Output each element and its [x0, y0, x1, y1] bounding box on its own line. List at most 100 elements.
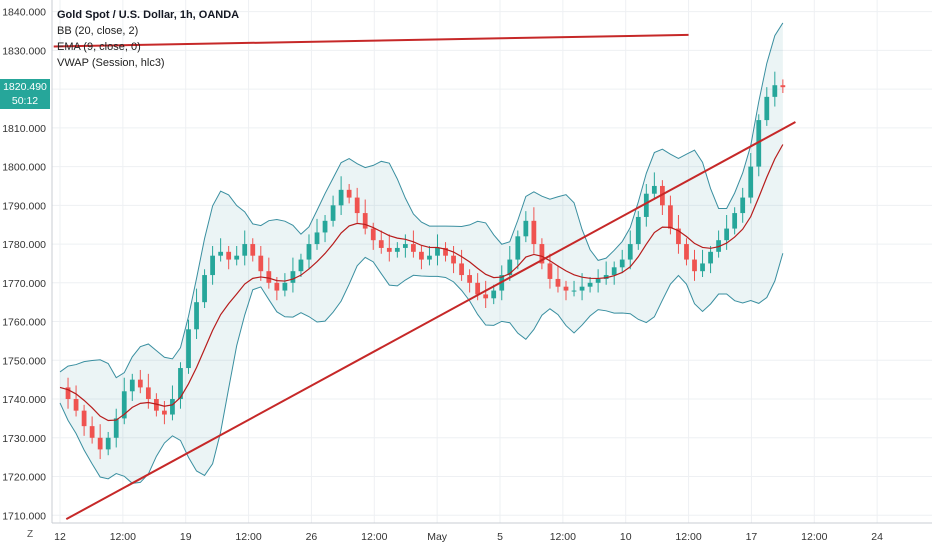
- y-tick-label: 1730.000: [2, 433, 46, 445]
- y-tick-label: 1770.000: [2, 278, 46, 290]
- candle-body: [635, 216, 641, 245]
- candle-body: [587, 282, 593, 287]
- candle-body: [611, 267, 617, 276]
- chart-legend: Gold Spot / U.S. Dollar, 1h, OANDA BB (2…: [57, 7, 239, 71]
- candle-body: [378, 240, 384, 248]
- candle-body: [595, 278, 601, 283]
- candle-body: [73, 399, 79, 411]
- candle-body: [547, 263, 553, 279]
- x-tick-label: 26: [306, 531, 318, 543]
- y-tick-label: 1710.000: [2, 510, 46, 522]
- y-tick-label: 1840.000: [2, 7, 46, 19]
- candle-body: [643, 193, 649, 217]
- candle-body: [258, 255, 264, 272]
- candle-body: [97, 437, 103, 450]
- candle-body: [338, 189, 344, 206]
- candle-body: [676, 228, 681, 245]
- candle-body: [89, 426, 95, 438]
- candle-body: [314, 232, 320, 245]
- candle-body: [234, 255, 240, 260]
- y-tick-label: 1810.000: [2, 123, 46, 135]
- candle-body: [370, 228, 376, 241]
- x-tick-label: 12:00: [675, 531, 701, 543]
- candle-body: [178, 368, 183, 400]
- candle-body: [459, 263, 464, 276]
- candle-body: [153, 399, 159, 411]
- candle-body: [411, 244, 416, 252]
- candle-body: [145, 387, 151, 400]
- candle-body: [692, 259, 697, 272]
- candle-body: [603, 275, 609, 279]
- x-tick-label: 19: [180, 531, 192, 543]
- candle-body: [708, 251, 713, 264]
- support-trendline: [65, 121, 796, 521]
- candle-body: [386, 247, 392, 252]
- candle-body: [330, 205, 336, 221]
- x-tick-label: May: [427, 531, 448, 543]
- ema-indicator-label[interactable]: EMA (9, close, 0): [57, 41, 141, 53]
- y-tick-label: 1790.000: [2, 200, 46, 212]
- candle-body: [419, 251, 424, 260]
- vwap-indicator-label[interactable]: VWAP (Session, hlc3): [57, 57, 165, 69]
- candle-body: [563, 286, 569, 291]
- candle-body: [354, 197, 360, 214]
- y-tick-label: 1760.000: [2, 317, 46, 329]
- last-price: 1820.490: [3, 81, 47, 93]
- x-tick-label: 10: [620, 531, 632, 543]
- candle-body: [306, 244, 312, 260]
- candle-body: [218, 251, 224, 256]
- candle-body: [81, 410, 87, 427]
- candle-body: [700, 263, 705, 272]
- y-tick-label: 1720.000: [2, 472, 46, 484]
- bb-lower-band: [59, 253, 784, 484]
- candle-body: [659, 185, 665, 206]
- candle-body: [772, 85, 778, 97]
- candle-body: [467, 275, 473, 283]
- candle-body: [427, 255, 432, 260]
- x-tick-label: 17: [746, 531, 758, 543]
- x-tick-label: 12:00: [550, 531, 576, 543]
- candle-body: [362, 213, 368, 229]
- bb-upper-band: [59, 22, 784, 379]
- candle-body: [435, 247, 440, 256]
- x-tick-label: 12:00: [110, 531, 136, 543]
- x-tick-label: 12: [54, 531, 66, 543]
- candle-body: [724, 228, 730, 241]
- candle-body: [322, 220, 328, 233]
- bb-indicator-label[interactable]: BB (20, close, 2): [57, 25, 139, 37]
- candle-body: [515, 236, 521, 260]
- candle-body: [113, 418, 119, 438]
- candle-body: [748, 166, 754, 198]
- candle-body: [780, 85, 786, 88]
- x-tick-label: 12:00: [235, 531, 261, 543]
- candle-body: [137, 379, 143, 388]
- bar-countdown: 50:12: [11, 95, 39, 107]
- candle-body: [65, 387, 71, 400]
- candle-body: [290, 271, 296, 283]
- x-tick-label: 12:00: [361, 531, 387, 543]
- x-tick-label: 12:00: [801, 531, 827, 543]
- candle-body: [274, 282, 280, 291]
- candle-body: [523, 220, 529, 237]
- candle-body: [491, 290, 497, 299]
- candle-body: [170, 399, 175, 415]
- candle-body: [627, 244, 633, 260]
- candle-body: [210, 255, 215, 276]
- candle-body: [684, 244, 689, 260]
- candle-body: [298, 259, 304, 272]
- symbol-title: Gold Spot / U.S. Dollar, 1h, OANDA: [57, 9, 240, 21]
- candle-body: [483, 294, 489, 299]
- candle-body: [531, 220, 537, 245]
- resistance-trendline: [53, 33, 689, 48]
- candle-body: [242, 244, 248, 256]
- candle-body: [402, 244, 408, 248]
- candle-body: [732, 213, 738, 229]
- last-price-tag: 1820.490 50:12: [0, 79, 50, 109]
- candle-body: [579, 286, 585, 291]
- candle-body: [162, 410, 167, 415]
- y-tick-label: 1800.000: [2, 162, 46, 174]
- timezone-button[interactable]: Z: [26, 529, 34, 540]
- candle-body: [105, 437, 111, 450]
- y-tick-label: 1780.000: [2, 239, 46, 251]
